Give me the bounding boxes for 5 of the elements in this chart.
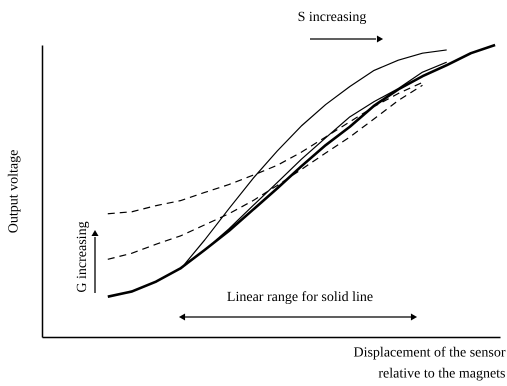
- y-axis-title: Output voltage: [6, 150, 22, 234]
- x-axis-title: Displacement of the sensor relative to the magnets: [353, 346, 506, 382]
- text: S increasing: [298, 10, 366, 25]
- annotation: G increasing: [75, 221, 90, 293]
- annotation: Linear range for solid line: [226, 290, 374, 305]
